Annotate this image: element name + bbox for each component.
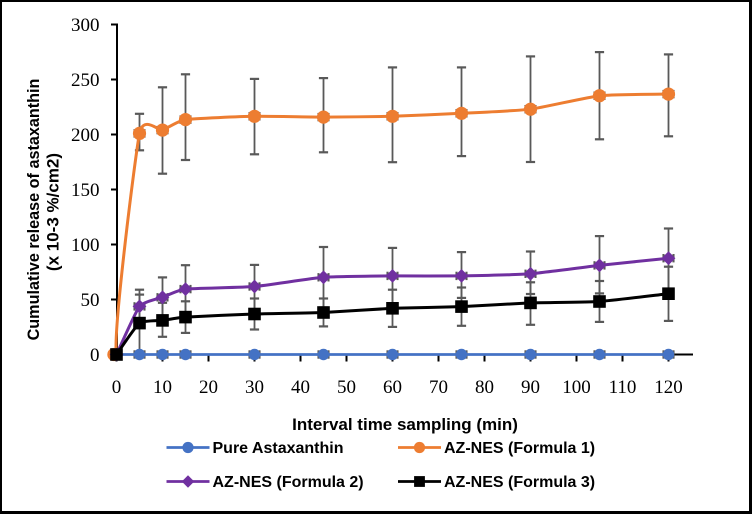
svg-text:100: 100: [71, 235, 100, 256]
svg-text:90: 90: [521, 377, 540, 398]
svg-text:50: 50: [337, 377, 356, 398]
svg-text:300: 300: [71, 15, 100, 36]
svg-text:120: 120: [654, 377, 683, 398]
svg-text:30: 30: [245, 377, 264, 398]
svg-text:AZ-NES (Formula 3): AZ-NES (Formula 3): [444, 474, 595, 491]
svg-text:110: 110: [609, 377, 637, 398]
svg-text:10: 10: [153, 377, 172, 398]
svg-text:50: 50: [81, 290, 100, 311]
svg-text:20: 20: [199, 377, 218, 398]
svg-text:Interval time sampling (min): Interval time sampling (min): [292, 415, 518, 434]
svg-text:70: 70: [429, 377, 448, 398]
svg-text:AZ-NES (Formula 2): AZ-NES (Formula 2): [213, 474, 364, 491]
svg-text:Pure Astaxanthin: Pure Astaxanthin: [213, 440, 344, 457]
svg-text:150: 150: [71, 180, 100, 201]
svg-text:(x 10-3 %/cm2): (x 10-3 %/cm2): [44, 153, 63, 271]
svg-text:AZ-NES (Formula 1): AZ-NES (Formula 1): [444, 440, 595, 457]
svg-text:80: 80: [475, 377, 494, 398]
svg-text:250: 250: [71, 70, 100, 91]
svg-text:0: 0: [90, 345, 100, 366]
svg-text:0: 0: [112, 377, 122, 398]
svg-text:60: 60: [383, 377, 402, 398]
svg-text:100: 100: [562, 377, 591, 398]
svg-text:Cumulative release of astaxant: Cumulative release of astaxanthin: [25, 79, 43, 341]
svg-text:200: 200: [71, 125, 100, 146]
svg-text:40: 40: [291, 377, 310, 398]
